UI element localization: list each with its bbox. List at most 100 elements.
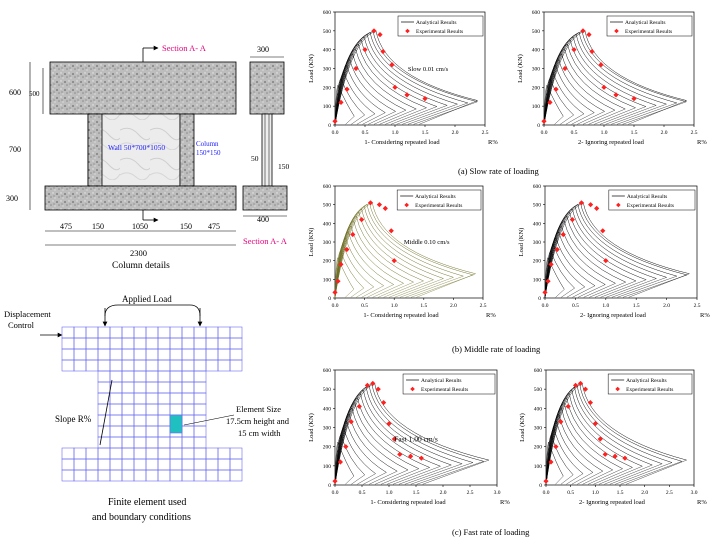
- section-label-top: Section A- A: [162, 43, 207, 53]
- legend-box: [606, 15, 693, 37]
- y-tick-label: 300: [532, 67, 541, 73]
- unloading-curve: [617, 275, 677, 298]
- unloading-curve: [611, 103, 667, 125]
- y-tick-label: 300: [323, 240, 332, 246]
- x-tick-label: 1.0: [392, 130, 399, 136]
- analytical-curve: [544, 205, 667, 299]
- legend-analytical-label: Analytical Results: [416, 20, 456, 26]
- mesh-cell: [229, 359, 243, 372]
- unloading-curve: [394, 278, 444, 298]
- mesh-cell: [193, 359, 207, 372]
- mesh-cell: [193, 392, 207, 405]
- mesh-cell: [133, 392, 147, 405]
- mesh-cell: [229, 326, 243, 339]
- legend-experimental-swatch: [404, 202, 409, 208]
- top-stub: [49, 61, 237, 115]
- column-label-2: 150*150: [196, 149, 221, 157]
- left-column: [87, 113, 103, 187]
- analytical-curve: [544, 208, 657, 299]
- mesh-cell: [217, 458, 231, 471]
- experimental-point: [603, 258, 609, 264]
- rate-annotation: Fast 1.00 cm/s: [394, 434, 438, 443]
- experimental-point: [578, 200, 585, 206]
- mesh-cell: [205, 337, 219, 350]
- mesh-cell: [109, 403, 123, 416]
- experimental-point: [594, 205, 600, 211]
- mesh-cell: [193, 337, 207, 350]
- unloading-curve: [566, 286, 585, 298]
- x-tick-label: 1.0: [601, 130, 608, 136]
- mesh-cell: [61, 348, 75, 361]
- mesh-cell: [193, 403, 207, 416]
- mesh-cell: [97, 436, 111, 449]
- x-tick-label: 0.0: [332, 303, 339, 309]
- y-tick-label: 0: [328, 296, 331, 302]
- mesh-cell: [133, 458, 147, 471]
- x-tick-label: 3.0: [691, 490, 698, 496]
- dim-500: 500: [29, 90, 40, 98]
- section-base: [242, 185, 288, 211]
- experimental-point: [560, 231, 566, 238]
- mesh-cell: [169, 337, 183, 350]
- mesh-cell: [157, 403, 171, 416]
- unloading-curve: [363, 472, 387, 485]
- analytical-curve: [545, 384, 673, 486]
- slope-label: Slope R%: [55, 414, 92, 424]
- unloading-curve: [622, 101, 687, 125]
- mesh-cell: [169, 381, 183, 394]
- experimental-point: [350, 231, 356, 238]
- mesh-cell: [193, 458, 207, 471]
- experimental-point: [371, 28, 377, 34]
- caption-a: (a) Slow rate of loading: [458, 166, 539, 176]
- x-unit-label: R%: [500, 499, 510, 506]
- unloading-curve: [367, 284, 394, 298]
- mesh-cell: [97, 458, 111, 471]
- unloading-curve: [588, 108, 626, 125]
- unloading-curve: [609, 463, 663, 485]
- mesh-cell: [133, 414, 147, 427]
- x-tick-label: 1.5: [422, 130, 429, 136]
- y-tick-label: 500: [534, 387, 543, 393]
- mesh-cell: [85, 337, 99, 350]
- mesh-cell: [97, 381, 111, 394]
- y-tick-label: 600: [323, 184, 332, 190]
- experimental-point: [370, 380, 376, 387]
- legend-experimental-label: Experimental Results: [416, 29, 463, 35]
- y-tick-label: 600: [532, 10, 541, 16]
- experimental-point: [344, 86, 350, 92]
- unloading-curve: [582, 110, 615, 125]
- y-tick-label: 0: [538, 296, 541, 302]
- mesh-cell: [181, 359, 195, 372]
- mesh-cell: [61, 469, 75, 482]
- x-tick-label: 0.0: [332, 490, 339, 496]
- unloading-curve: [416, 273, 476, 298]
- dim-150-left: 150: [92, 222, 104, 231]
- mesh-cell: [97, 403, 111, 416]
- experimental-point: [543, 478, 549, 484]
- experimental-point: [380, 48, 386, 55]
- mesh-cell: [121, 447, 135, 460]
- legend-experimental-swatch: [410, 386, 415, 392]
- legend-experimental-label: Experimental Results: [627, 203, 674, 209]
- experimental-point: [587, 399, 593, 406]
- experimental-point: [359, 217, 365, 223]
- unloading-curve: [361, 285, 384, 298]
- mesh-cell: [133, 447, 147, 460]
- unloading-curve: [588, 468, 623, 485]
- analytical-curve: [543, 43, 636, 126]
- unloading-curve: [404, 463, 463, 485]
- unloading-curve: [373, 110, 406, 125]
- x-tick-label: 2.5: [467, 490, 474, 496]
- experimental-point: [353, 65, 359, 72]
- chart-c-left: 0 100 200 300 400 500 600 0.0 0.5 1.0 1.5 2.0 2.5 3.0…: [308, 368, 510, 506]
- y-tick-label: 0: [328, 123, 331, 129]
- mesh-cell: [73, 359, 87, 372]
- x-tick-label: 1.5: [413, 490, 420, 496]
- mesh-cell: [169, 326, 183, 339]
- mesh-cell: [97, 326, 111, 339]
- unloading-curve: [600, 279, 647, 298]
- experimental-point: [588, 202, 594, 208]
- unloading-curve: [555, 475, 564, 485]
- y-tick-label: 300: [533, 240, 542, 246]
- mesh-cell: [205, 469, 219, 482]
